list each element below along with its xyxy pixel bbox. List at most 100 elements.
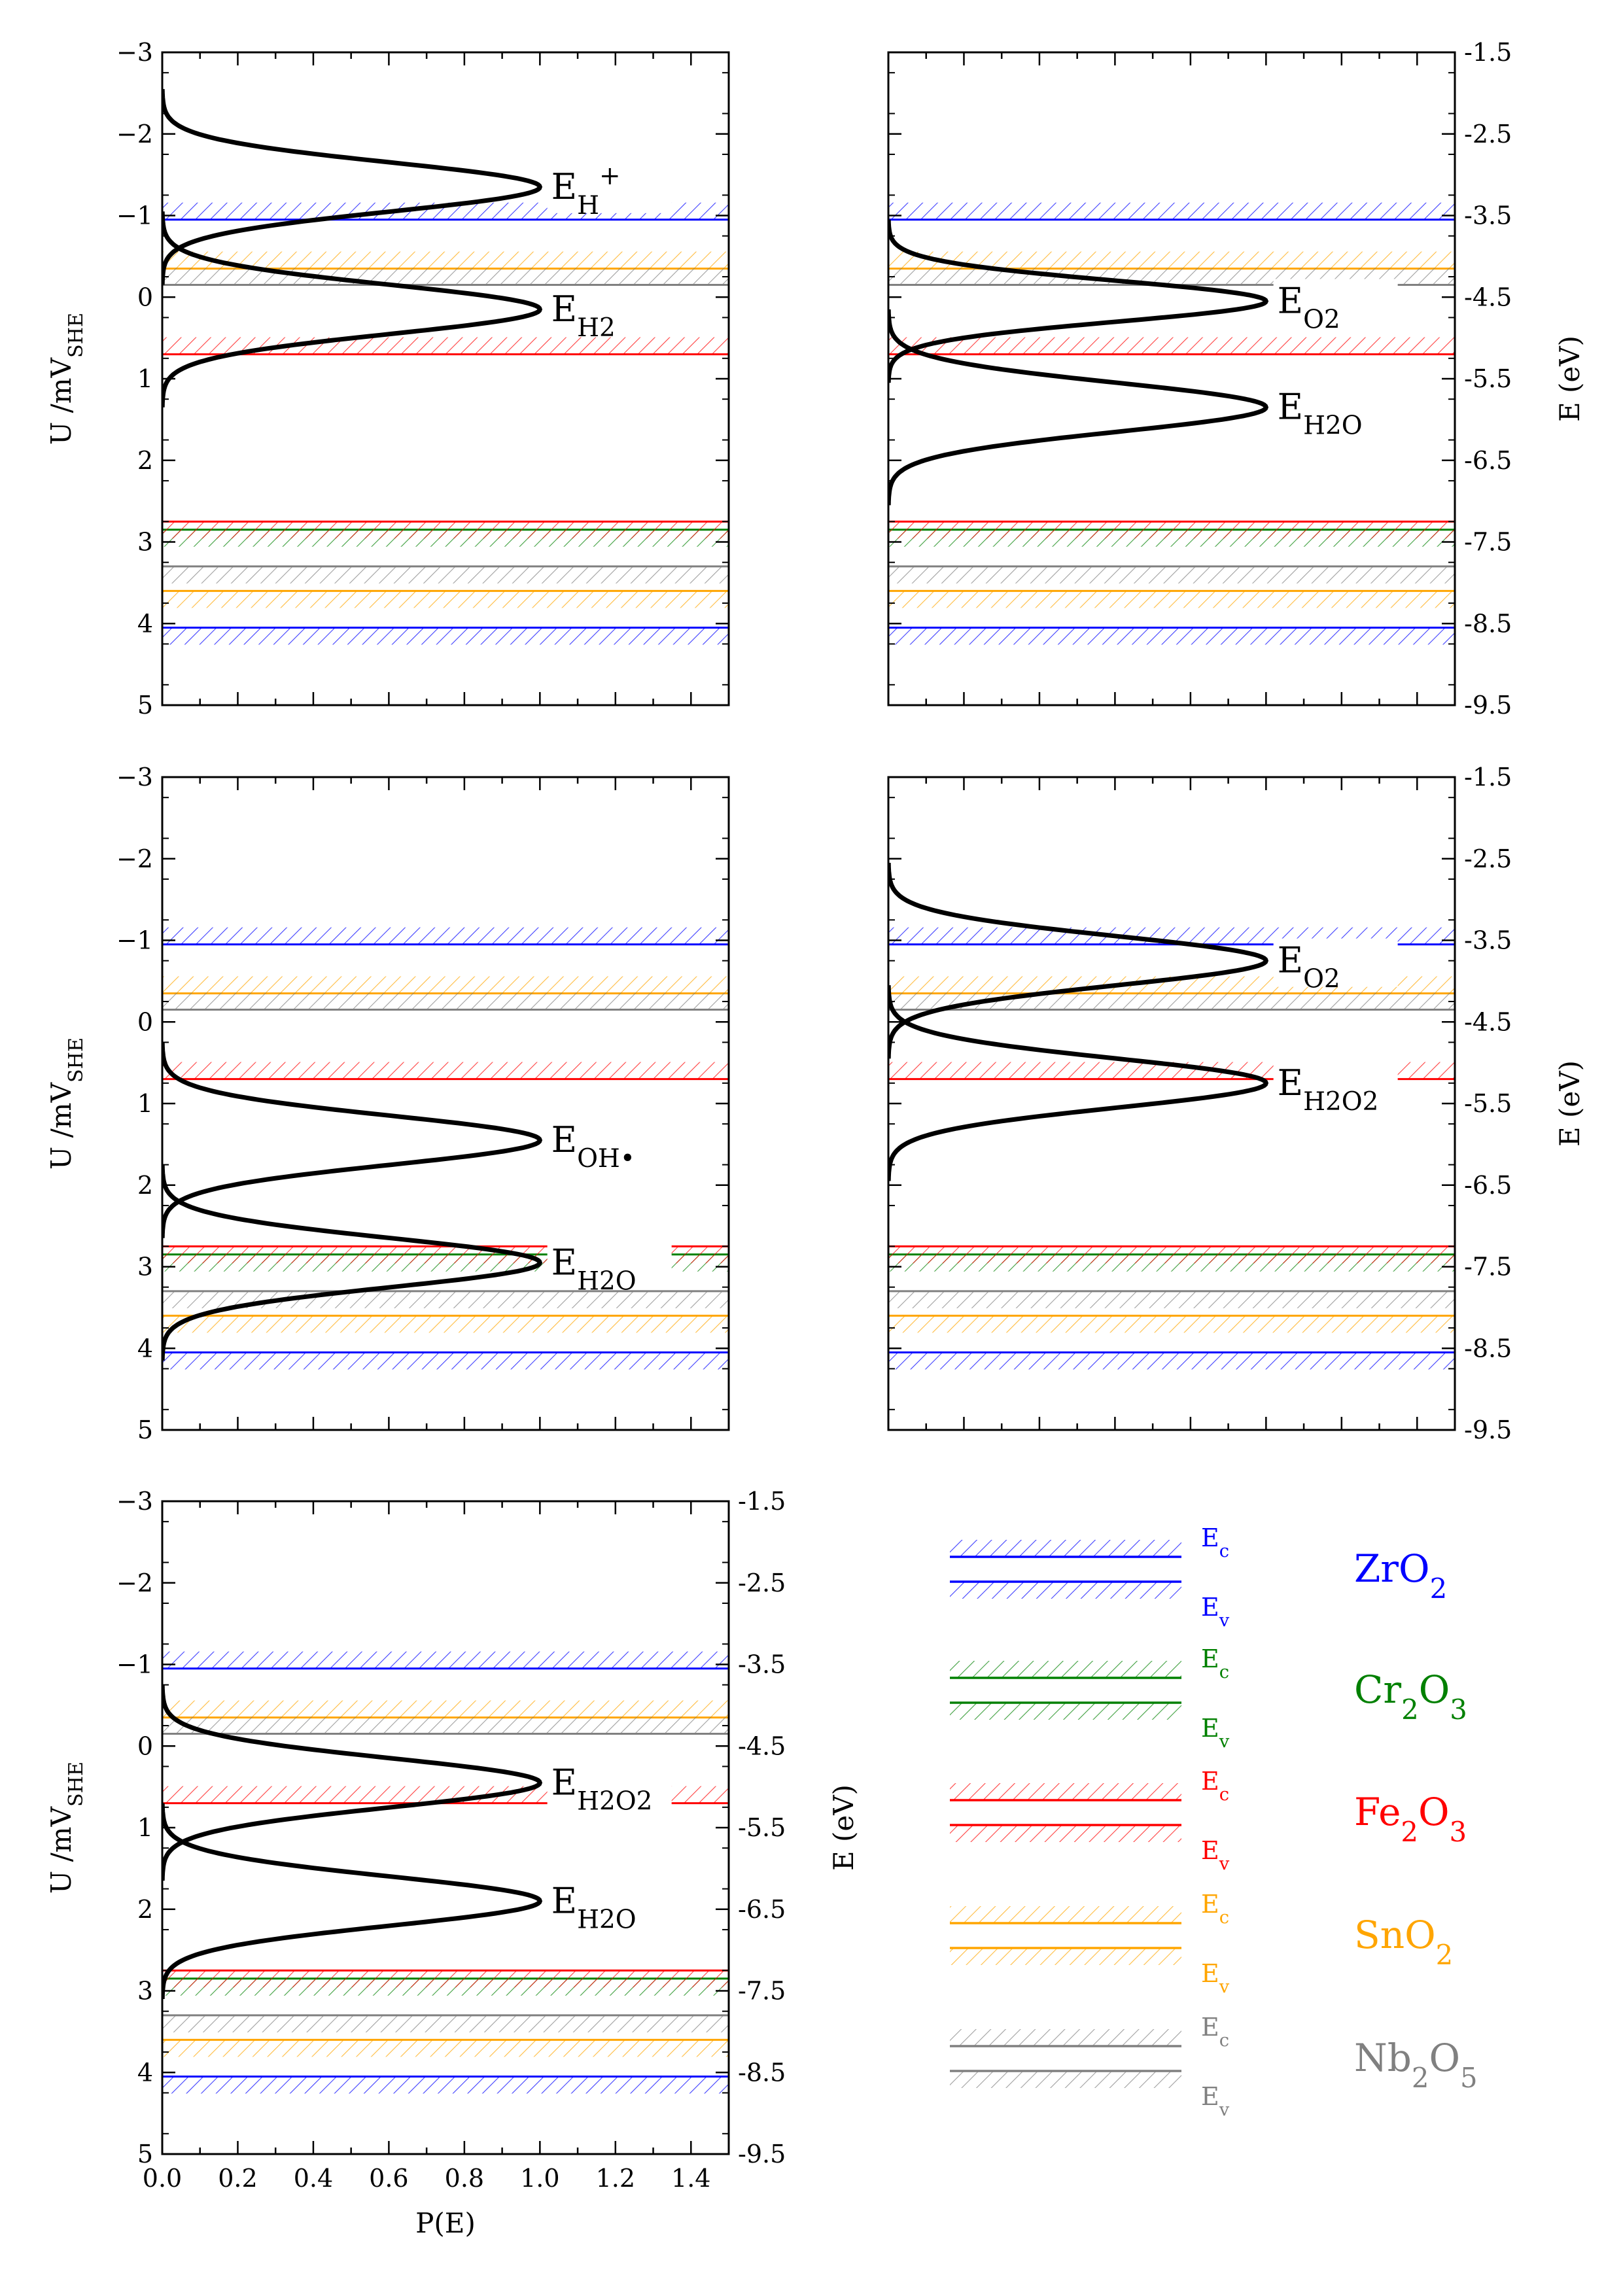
y2-tick-label: -6.5 <box>1464 446 1512 475</box>
x-tick-label: 1.2 <box>596 2164 635 2193</box>
y2-tick-label: -7.5 <box>738 1977 786 2006</box>
x-tick-label: 0.4 <box>294 2164 333 2193</box>
ec-hatch-Nb2O5 <box>162 268 729 285</box>
y-tick-label: 1 <box>137 1813 153 1842</box>
legend-material-label: Fe2O3 <box>1354 1790 1467 1848</box>
legend-material-label: SnO2 <box>1354 1913 1453 1971</box>
legend-ev-label: Ev <box>1201 1836 1230 1874</box>
y-tick-label: 5 <box>137 2140 153 2168</box>
ev-hatch-Fe2O3 <box>888 521 1455 539</box>
y2-axis-label: E (eV) <box>1554 1060 1586 1147</box>
curve-label-bg <box>547 164 672 213</box>
y-tick-label: 4 <box>137 609 153 638</box>
curve-E_O2 <box>888 863 1269 1059</box>
y-tick-label: −3 <box>116 38 153 67</box>
y-tick-label: 1 <box>137 1089 153 1118</box>
y2-tick-label: -2.5 <box>1464 120 1512 148</box>
y2-axis-label: E (eV) <box>828 1784 860 1871</box>
legend-material-label: Cr2O3 <box>1354 1667 1467 1726</box>
x-axis-label: P(E) <box>415 2207 476 2239</box>
y2-tick-label: -4.5 <box>1464 1007 1512 1036</box>
y2-tick-label: -7.5 <box>1464 1253 1512 1281</box>
legend-material-label: Nb2O5 <box>1354 2036 1478 2094</box>
curve-label-bg <box>547 1879 672 1928</box>
curve-label-E_O2: EO2 <box>1278 940 1340 994</box>
curve-label-bg <box>547 1760 672 1809</box>
y-tick-label: 5 <box>137 1416 153 1444</box>
curve-E_H2O <box>162 1164 543 1361</box>
ev-hatch-SnO2 <box>888 591 1455 608</box>
y-tick-label: −1 <box>116 201 153 230</box>
legend-ec-label: Ec <box>1201 1644 1229 1682</box>
curve-label-E_H2O: EH2O <box>551 1242 637 1296</box>
ev-hatch-Fe2O3 <box>162 1970 729 1988</box>
y-axis-label: U /mVSHE <box>45 313 88 445</box>
ev-hatch-SnO2 <box>888 1315 1455 1333</box>
panel-middle-left: EOH• EH2O −3 −2 −1 0 1 2 3 4 5 U /mVSHE <box>45 763 730 1444</box>
y2-tick-label: -2.5 <box>738 1569 786 1597</box>
y-tick-label: 4 <box>137 2058 153 2087</box>
y2-tick-label: -6.5 <box>1464 1171 1512 1200</box>
ev-hatch-ZrO2 <box>162 2076 729 2094</box>
y-tick-label: 2 <box>137 446 153 475</box>
y-tick-label: 0 <box>137 1731 153 1760</box>
panel-top-left: EH+ EH2 −3 −2 −1 0 1 2 3 4 5 U /mVSHE <box>45 38 730 720</box>
legend-ev-label: Ev <box>1201 2082 1230 2120</box>
x-tick-label: 0.2 <box>218 2164 257 2193</box>
ev-hatch-Nb2O5 <box>162 566 729 583</box>
y2-tick-label: -3.5 <box>1464 201 1512 230</box>
y2-tick-label: -5.5 <box>1464 1089 1512 1118</box>
y-tick-label: 1 <box>137 364 153 393</box>
curve-label-bg <box>1273 1060 1398 1109</box>
y-tick-label: −2 <box>116 120 153 148</box>
y-tick-label: 3 <box>137 1977 153 2006</box>
curve-label-bg <box>1273 279 1398 328</box>
ev-hatch-Nb2O5 <box>162 2015 729 2032</box>
y2-tick-label: -1.5 <box>1464 38 1512 67</box>
y2-tick-label: -4.5 <box>1464 283 1512 311</box>
ev-hatch-SnO2 <box>162 2040 729 2057</box>
legend-ec-label: Ec <box>1201 1523 1229 1561</box>
curve-E_O2 <box>888 219 1269 383</box>
x-tick-label: 1.4 <box>671 2164 710 2193</box>
y2-tick-label: -3.5 <box>738 1650 786 1679</box>
y2-tick-label: -5.5 <box>738 1813 786 1842</box>
curve-E_H+ <box>162 89 543 285</box>
y-tick-label: 0 <box>137 1007 153 1036</box>
y-tick-label: −1 <box>116 1650 153 1679</box>
curve-label-E_O2: EO2 <box>1278 280 1340 334</box>
y2-tick-label: -6.5 <box>738 1895 786 1924</box>
curve-label-bg <box>1273 385 1398 434</box>
ev-hatch-SnO2 <box>162 591 729 608</box>
curve-E_H2 <box>162 211 543 408</box>
ev-hatch-ZrO2 <box>162 1352 729 1370</box>
legend-ec-label: Ec <box>1201 1767 1229 1805</box>
ec-hatch-Nb2O5 <box>162 1716 729 1734</box>
x-tick-label: 0.8 <box>445 2164 484 2193</box>
y2-tick-label: -8.5 <box>1464 1334 1512 1363</box>
y-tick-label: −2 <box>116 844 153 873</box>
legend-entry-SnO2: Ec Ev SnO2 <box>950 1890 1453 1997</box>
x-tick-label: 0.6 <box>369 2164 408 2193</box>
curve-label-bg <box>1273 938 1398 987</box>
y-tick-label: −2 <box>116 1569 153 1597</box>
band-edge-legend: Ec Ev ZrO2 Ec Ev Cr2O3 Ec Ev Fe2O3 Ec Ev SnO2 Ec Ev Nb… <box>950 1523 1478 2120</box>
y2-tick-label: -7.5 <box>1464 528 1512 557</box>
legend-ec-label: Ec <box>1201 1890 1229 1928</box>
curve-label-bg <box>547 1240 672 1289</box>
y-axis-label: U /mVSHE <box>45 1037 88 1170</box>
ev-hatch-Nb2O5 <box>888 1291 1455 1308</box>
curve-label-E_H2O2: EH2O2 <box>1278 1062 1379 1117</box>
legend-ev-label: Ev <box>1201 1593 1230 1631</box>
y-tick-label: −1 <box>116 926 153 955</box>
y2-tick-label: -5.5 <box>1464 364 1512 393</box>
panel-middle-right: EO2 EH2O2 -1.5 -2.5 -3.5 -4.5 -5.5 -6.5 -7.5 -8.5… <box>887 763 1586 1444</box>
legend-entry-Nb2O5: Ec Ev Nb2O5 <box>950 2013 1478 2120</box>
curve-label-E_H2O: EH2O <box>551 1880 637 1934</box>
y2-tick-label: -1.5 <box>738 1487 786 1516</box>
y-tick-label: 4 <box>137 1334 153 1363</box>
y-tick-label: 3 <box>137 528 153 557</box>
y2-tick-label: -9.5 <box>1464 1416 1512 1444</box>
curve-label-E_H2O: EH2O <box>1278 387 1363 441</box>
